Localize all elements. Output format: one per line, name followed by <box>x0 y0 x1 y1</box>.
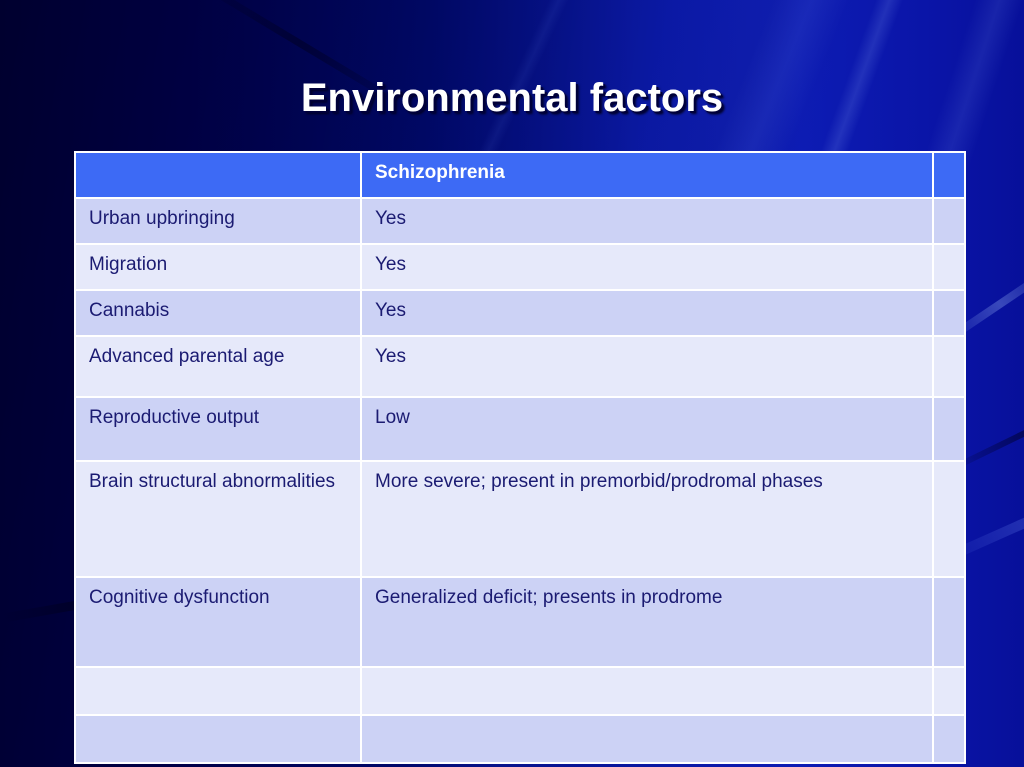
table-row: Brain structural abnormalities More seve… <box>76 462 964 576</box>
cell-schizophrenia: Low <box>362 398 932 460</box>
cell-extra <box>934 199 964 243</box>
slide-title: Environmental factors <box>300 76 724 120</box>
cell-extra <box>934 668 964 714</box>
cell-factor <box>76 668 360 714</box>
table-row: Reproductive output Low <box>76 398 964 460</box>
table-header-row: Schizophrenia <box>76 153 964 197</box>
cell-schizophrenia: Yes <box>362 337 932 396</box>
cell-schizophrenia <box>362 716 932 762</box>
cell-factor: Reproductive output <box>76 398 360 460</box>
table-row <box>76 668 964 714</box>
column-header-factor <box>76 153 360 197</box>
cell-schizophrenia: Yes <box>362 245 932 289</box>
cell-extra <box>934 245 964 289</box>
cell-extra <box>934 462 964 576</box>
table-row: Cognitive dysfunction Generalized defici… <box>76 578 964 666</box>
cell-schizophrenia: Yes <box>362 199 932 243</box>
cell-factor <box>76 716 360 762</box>
table-row: Advanced parental age Yes <box>76 337 964 396</box>
table-row <box>76 716 964 762</box>
cell-extra <box>934 291 964 335</box>
cell-schizophrenia: Yes <box>362 291 932 335</box>
cell-extra <box>934 716 964 762</box>
column-header-extra <box>934 153 964 197</box>
cell-factor: Cannabis <box>76 291 360 335</box>
column-header-schizophrenia: Schizophrenia <box>362 153 932 197</box>
cell-schizophrenia: More severe; present in premorbid/prodro… <box>362 462 932 576</box>
comparison-table-container: Schizophrenia Urban upbringing Yes Migra… <box>74 151 966 764</box>
table-row: Migration Yes <box>76 245 964 289</box>
cell-factor: Migration <box>76 245 360 289</box>
cell-schizophrenia <box>362 668 932 714</box>
cell-schizophrenia: Generalized deficit; presents in prodrom… <box>362 578 932 666</box>
cell-extra <box>934 398 964 460</box>
cell-factor: Advanced parental age <box>76 337 360 396</box>
cell-extra <box>934 337 964 396</box>
cell-factor: Urban upbringing <box>76 199 360 243</box>
table-row: Urban upbringing Yes <box>76 199 964 243</box>
cell-extra <box>934 578 964 666</box>
cell-factor: Brain structural abnormalities <box>76 462 360 576</box>
comparison-table: Schizophrenia Urban upbringing Yes Migra… <box>74 151 966 764</box>
cell-factor: Cognitive dysfunction <box>76 578 360 666</box>
table-row: Cannabis Yes <box>76 291 964 335</box>
